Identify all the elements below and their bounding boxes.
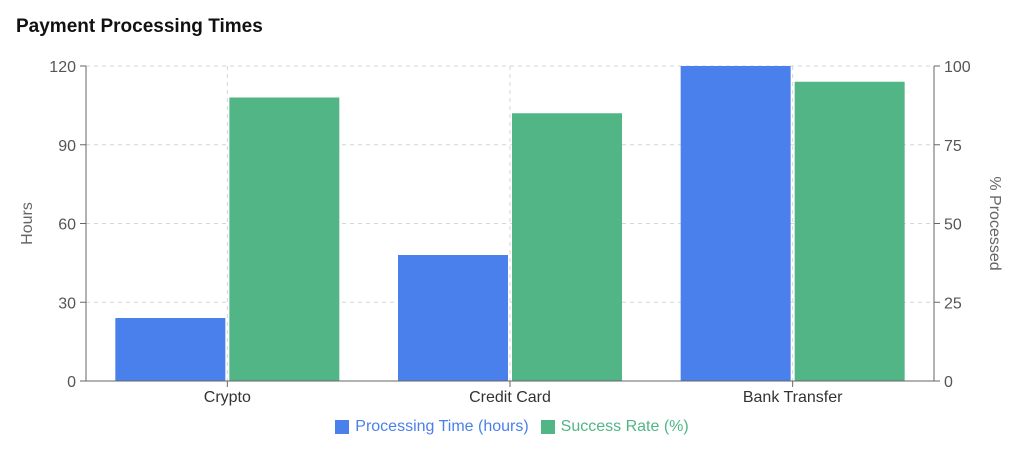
legend-label-success-rate: Success Rate (%) (560, 418, 689, 435)
bar-success-rate[interactable] (794, 81, 905, 381)
legend-item-processing-time[interactable]: Processing Time (hours) (335, 418, 529, 436)
x-tick-label: Crypto (204, 389, 251, 406)
bar-processing-time[interactable] (398, 255, 508, 381)
axes: 0 30 60 90 120 0 25 50 75 100 Crypto Credit Card Ban… (49, 59, 971, 406)
y-left-tick-label: 120 (49, 59, 76, 76)
x-tick-label: Bank Transfer (743, 389, 843, 406)
y-axis-left-title: Hours (19, 202, 36, 245)
y-left-tick-label: 60 (58, 217, 76, 234)
legend: Processing Time (hours) Success Rate (%) (0, 418, 1024, 436)
legend-item-success-rate[interactable]: Success Rate (%) (540, 418, 689, 436)
bar-processing-time[interactable] (115, 318, 226, 381)
x-tick-label: Credit Card (469, 389, 551, 406)
y-left-tick-label: 0 (67, 374, 76, 391)
y-right-tick-label: 25 (944, 295, 962, 312)
legend-label-processing-time: Processing Time (hours) (355, 418, 529, 435)
grid-lines (86, 65, 934, 381)
y-right-tick-label: 75 (944, 138, 962, 155)
bar-success-rate[interactable] (229, 97, 340, 382)
y-right-tick-label: 50 (944, 217, 962, 234)
legend-swatch-processing-time (335, 420, 350, 434)
bar-processing-time[interactable] (680, 66, 791, 381)
bar-success-rate[interactable] (512, 113, 622, 381)
bars (115, 66, 905, 382)
chart-title: Payment Processing Times (16, 16, 263, 37)
y-left-tick-label: 30 (58, 295, 76, 312)
y-left-tick-label: 90 (58, 138, 76, 155)
y-axis-right-title: % Processed (986, 176, 1003, 270)
y-right-tick-label: 100 (944, 59, 971, 76)
legend-swatch-success-rate (540, 420, 555, 434)
y-right-tick-label: 0 (944, 374, 953, 391)
